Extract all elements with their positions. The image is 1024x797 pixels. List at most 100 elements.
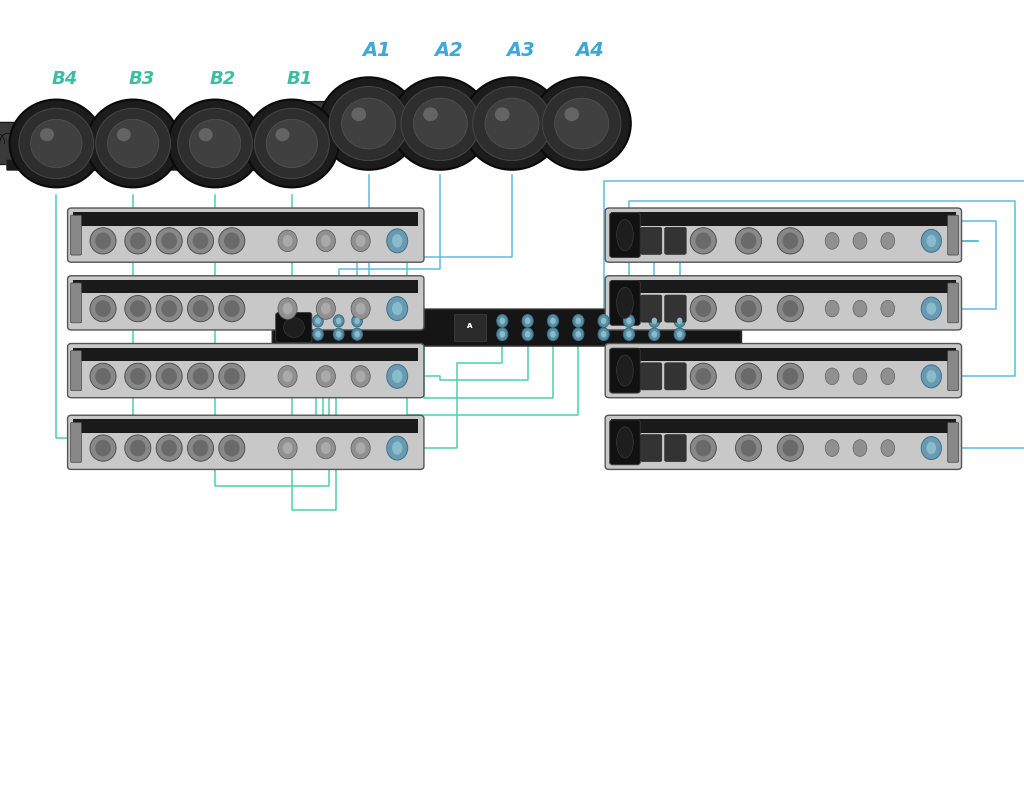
Ellipse shape <box>616 288 633 319</box>
Ellipse shape <box>283 303 293 315</box>
FancyBboxPatch shape <box>71 351 82 391</box>
FancyBboxPatch shape <box>74 280 418 293</box>
Ellipse shape <box>387 364 408 388</box>
Ellipse shape <box>351 298 371 320</box>
FancyBboxPatch shape <box>605 208 962 262</box>
Ellipse shape <box>690 228 717 254</box>
Ellipse shape <box>463 77 561 170</box>
FancyBboxPatch shape <box>242 159 261 171</box>
Ellipse shape <box>495 108 510 121</box>
Ellipse shape <box>316 230 336 252</box>
Ellipse shape <box>777 435 804 461</box>
Ellipse shape <box>740 233 757 249</box>
Ellipse shape <box>485 98 539 149</box>
Ellipse shape <box>624 328 635 340</box>
Ellipse shape <box>354 331 359 338</box>
Ellipse shape <box>881 233 895 249</box>
Ellipse shape <box>255 108 329 179</box>
Ellipse shape <box>624 315 635 328</box>
Ellipse shape <box>922 437 941 460</box>
Ellipse shape <box>193 300 208 317</box>
Ellipse shape <box>90 228 116 254</box>
FancyBboxPatch shape <box>365 101 447 145</box>
Ellipse shape <box>387 229 408 253</box>
Ellipse shape <box>555 98 608 149</box>
FancyBboxPatch shape <box>611 347 955 361</box>
Ellipse shape <box>927 234 936 247</box>
Ellipse shape <box>740 368 757 385</box>
Ellipse shape <box>156 296 182 322</box>
Ellipse shape <box>777 363 804 390</box>
Ellipse shape <box>130 233 145 249</box>
Ellipse shape <box>278 438 297 459</box>
FancyBboxPatch shape <box>6 159 26 171</box>
Ellipse shape <box>351 230 371 252</box>
Ellipse shape <box>598 328 609 340</box>
FancyBboxPatch shape <box>83 159 102 171</box>
Ellipse shape <box>351 366 371 387</box>
FancyBboxPatch shape <box>316 140 337 151</box>
Ellipse shape <box>321 442 331 454</box>
FancyBboxPatch shape <box>529 140 550 151</box>
FancyBboxPatch shape <box>611 212 955 226</box>
Ellipse shape <box>156 363 182 390</box>
Ellipse shape <box>278 298 297 320</box>
FancyBboxPatch shape <box>665 227 686 254</box>
Ellipse shape <box>86 100 180 187</box>
Ellipse shape <box>414 98 467 149</box>
Ellipse shape <box>96 108 170 179</box>
Ellipse shape <box>315 317 321 324</box>
Ellipse shape <box>690 296 717 322</box>
Ellipse shape <box>575 317 581 324</box>
Ellipse shape <box>572 315 584 328</box>
FancyBboxPatch shape <box>609 420 640 465</box>
FancyBboxPatch shape <box>388 140 409 151</box>
Ellipse shape <box>219 296 245 322</box>
Ellipse shape <box>19 108 93 179</box>
Ellipse shape <box>355 303 366 315</box>
Ellipse shape <box>352 315 362 327</box>
Ellipse shape <box>922 297 941 320</box>
Ellipse shape <box>497 315 508 328</box>
Ellipse shape <box>601 331 606 338</box>
Ellipse shape <box>649 315 659 328</box>
FancyBboxPatch shape <box>609 281 640 325</box>
Ellipse shape <box>266 120 317 167</box>
Ellipse shape <box>690 363 717 390</box>
Ellipse shape <box>284 318 304 337</box>
Ellipse shape <box>355 371 366 383</box>
Ellipse shape <box>334 328 344 340</box>
Ellipse shape <box>627 331 632 338</box>
Ellipse shape <box>125 363 151 390</box>
Ellipse shape <box>312 315 324 327</box>
Ellipse shape <box>550 331 556 338</box>
Ellipse shape <box>387 436 408 460</box>
Ellipse shape <box>782 300 798 317</box>
Ellipse shape <box>782 368 798 385</box>
Ellipse shape <box>616 219 633 250</box>
FancyBboxPatch shape <box>68 208 424 262</box>
FancyBboxPatch shape <box>948 215 958 255</box>
Ellipse shape <box>853 300 867 317</box>
Ellipse shape <box>423 108 438 121</box>
FancyBboxPatch shape <box>611 419 955 433</box>
Ellipse shape <box>677 331 682 338</box>
Ellipse shape <box>690 435 717 461</box>
Ellipse shape <box>392 370 402 383</box>
Ellipse shape <box>651 317 657 324</box>
Ellipse shape <box>224 233 240 249</box>
Ellipse shape <box>782 440 798 457</box>
FancyBboxPatch shape <box>460 140 480 151</box>
Ellipse shape <box>178 108 252 179</box>
Ellipse shape <box>500 317 505 324</box>
Ellipse shape <box>162 440 177 457</box>
FancyBboxPatch shape <box>74 212 418 226</box>
Ellipse shape <box>522 315 534 328</box>
FancyBboxPatch shape <box>611 280 955 293</box>
Ellipse shape <box>219 435 245 461</box>
FancyBboxPatch shape <box>948 422 958 462</box>
Ellipse shape <box>319 77 418 170</box>
Ellipse shape <box>316 366 336 387</box>
Ellipse shape <box>735 296 762 322</box>
FancyBboxPatch shape <box>293 101 376 145</box>
